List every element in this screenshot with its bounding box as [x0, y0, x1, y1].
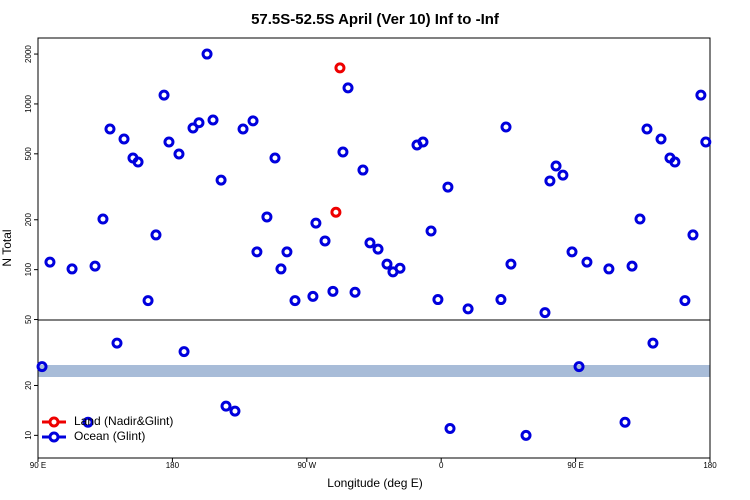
- legend-label: Land (Nadir&Glint): [74, 414, 173, 428]
- point: [275, 263, 287, 275]
- point: [634, 213, 646, 225]
- point: [581, 256, 593, 268]
- y-tick-label: 200: [24, 213, 33, 227]
- x-tick-label: 180: [166, 461, 180, 470]
- point: [307, 290, 319, 302]
- point: [444, 422, 456, 434]
- point: [215, 174, 227, 186]
- point: [700, 136, 712, 148]
- y-tick-label: 20: [24, 380, 33, 389]
- point: [364, 237, 376, 249]
- chart-title: 57.5S-52.5S April (Ver 10) Inf to -Inf: [251, 11, 500, 28]
- point: [687, 229, 699, 241]
- point: [641, 123, 653, 135]
- point: [327, 285, 339, 297]
- point: [319, 235, 331, 247]
- y-axis-label: N Total: [0, 229, 14, 266]
- point: [178, 346, 190, 358]
- point: [163, 136, 175, 148]
- point: [89, 260, 101, 272]
- legend-marker: [48, 431, 60, 443]
- point: [566, 246, 578, 258]
- point: [187, 122, 199, 134]
- point: [142, 295, 154, 307]
- point: [66, 263, 78, 275]
- point: [289, 295, 301, 307]
- point: [97, 213, 109, 225]
- point: [281, 246, 293, 258]
- y-tick-label: 10: [24, 430, 33, 439]
- point: [173, 148, 185, 160]
- point: [695, 89, 707, 101]
- point: [550, 160, 562, 172]
- point: [342, 82, 354, 94]
- point: [619, 416, 631, 428]
- point: [626, 260, 638, 272]
- point: [337, 146, 349, 158]
- point: [201, 48, 213, 60]
- point: [261, 211, 273, 223]
- point: [220, 400, 232, 412]
- point: [334, 62, 346, 74]
- y-tick-label: 2000: [24, 45, 33, 63]
- point: [495, 294, 507, 306]
- point: [36, 361, 48, 373]
- point: [158, 89, 170, 101]
- x-axis-label: Longitude (deg E): [327, 476, 422, 490]
- point: [442, 181, 454, 193]
- point: [394, 262, 406, 274]
- x-tick-label: 90 E: [30, 461, 46, 470]
- x-tick-label: 180: [703, 461, 717, 470]
- band: [38, 365, 710, 377]
- point: [520, 429, 532, 441]
- point: [500, 121, 512, 133]
- point: [104, 123, 116, 135]
- point: [44, 256, 56, 268]
- point: [432, 294, 444, 306]
- x-tick-label: 0: [439, 461, 444, 470]
- point: [251, 246, 263, 258]
- point: [655, 133, 667, 145]
- legend-label: Ocean (Glint): [74, 429, 145, 443]
- point: [247, 115, 259, 127]
- plot-frame: [37, 37, 711, 459]
- y-tick-label: 1000: [24, 94, 33, 112]
- point: [505, 258, 517, 270]
- point: [229, 405, 241, 417]
- point: [118, 133, 130, 145]
- point: [193, 117, 205, 129]
- point: [150, 229, 162, 241]
- y-tick-label: 500: [24, 147, 33, 161]
- point: [372, 243, 384, 255]
- point: [417, 136, 429, 148]
- point: [310, 217, 322, 229]
- point: [539, 307, 551, 319]
- point: [132, 156, 144, 168]
- point: [647, 337, 659, 349]
- point: [349, 286, 361, 298]
- y-tick-label: 50: [24, 315, 33, 324]
- point: [207, 114, 219, 126]
- point: [111, 337, 123, 349]
- point: [269, 152, 281, 164]
- point: [82, 416, 94, 428]
- point: [425, 225, 437, 237]
- point: [544, 175, 556, 187]
- point: [603, 263, 615, 275]
- point: [679, 295, 691, 307]
- legend-marker: [48, 416, 60, 428]
- x-tick-label: 90 W: [297, 461, 316, 470]
- point: [557, 169, 569, 181]
- point: [357, 164, 369, 176]
- point: [573, 361, 585, 373]
- x-tick-label: 90 E: [567, 461, 583, 470]
- point: [669, 156, 681, 168]
- point: [330, 206, 342, 218]
- point: [462, 303, 474, 315]
- point: [381, 258, 393, 270]
- y-tick-label: 100: [24, 262, 33, 276]
- point: [237, 123, 249, 135]
